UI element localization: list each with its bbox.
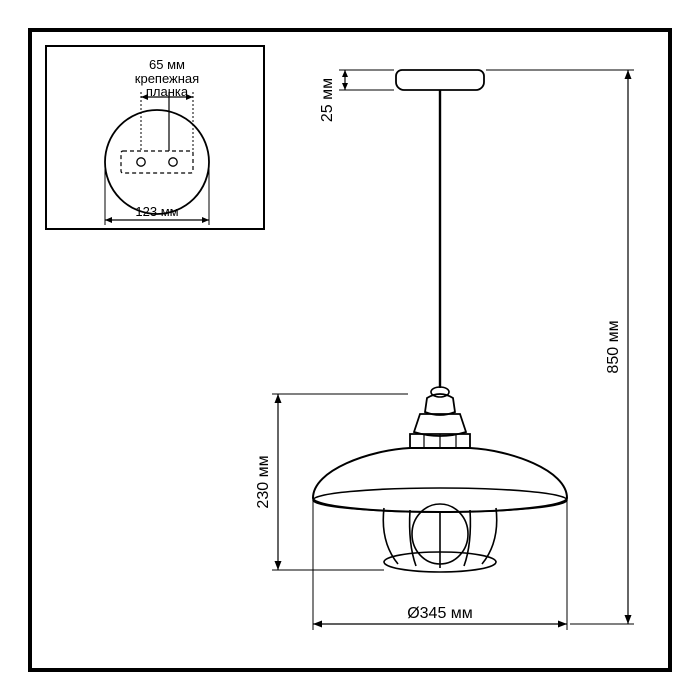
inset-svg: 65 мм крепежная планка 123 мм bbox=[47, 47, 267, 232]
pendant-lamp bbox=[313, 70, 567, 572]
dim-25: 25 мм bbox=[319, 70, 394, 122]
mounting-bracket bbox=[121, 151, 193, 173]
label-65: 65 мм bbox=[149, 57, 185, 72]
label-345: Ø345 мм bbox=[407, 605, 473, 622]
page: 65 мм крепежная планка 123 мм bbox=[0, 0, 700, 700]
guard-cage bbox=[383, 508, 496, 572]
mount-hole-right bbox=[169, 158, 177, 166]
socket-assembly bbox=[410, 387, 470, 448]
inset-panel: 65 мм крепежная планка 123 мм bbox=[45, 45, 265, 230]
label-850: 850 мм bbox=[605, 320, 622, 373]
dim-230: 230 мм bbox=[255, 394, 408, 570]
label-bracket-2: планка bbox=[146, 84, 189, 99]
label-25: 25 мм bbox=[319, 78, 336, 122]
dim-850: 850 мм bbox=[486, 70, 634, 624]
mount-hole-left bbox=[137, 158, 145, 166]
label-123: 123 мм bbox=[135, 204, 178, 219]
shade bbox=[313, 448, 567, 512]
label-230: 230 мм bbox=[255, 455, 272, 508]
ceiling-canopy bbox=[396, 70, 484, 90]
shade-rim bbox=[313, 488, 567, 512]
